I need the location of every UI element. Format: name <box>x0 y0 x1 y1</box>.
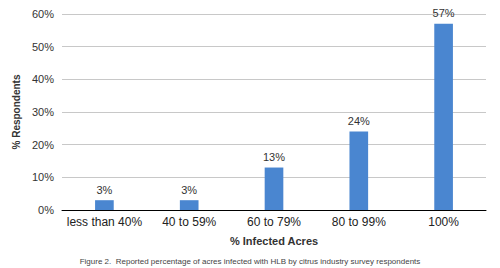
svg-text:30%: 30% <box>32 106 54 118</box>
svg-text:50%: 50% <box>32 41 54 53</box>
svg-text:less than 40%: less than 40% <box>67 215 143 229</box>
svg-text:% Respondents: % Respondents <box>11 74 22 149</box>
svg-text:57%: 57% <box>433 7 455 19</box>
svg-text:60 to 79%: 60 to 79% <box>247 215 301 229</box>
svg-text:3%: 3% <box>181 184 197 196</box>
svg-text:40%: 40% <box>32 73 54 85</box>
svg-text:100%: 100% <box>428 215 459 229</box>
svg-text:60%: 60% <box>32 8 54 20</box>
svg-text:13%: 13% <box>263 151 285 163</box>
svg-text:Figure 2. Reported percentage: Figure 2. Reported percentage of acres i… <box>80 257 421 266</box>
svg-text:80 to 99%: 80 to 99% <box>332 215 386 229</box>
svg-text:3%: 3% <box>96 184 112 196</box>
svg-text:10%: 10% <box>32 171 54 183</box>
svg-text:40 to 59%: 40 to 59% <box>162 215 216 229</box>
svg-text:% Infected Acres: % Infected Acres <box>230 235 318 247</box>
svg-text:0%: 0% <box>38 204 54 216</box>
svg-text:20%: 20% <box>32 139 54 151</box>
svg-text:24%: 24% <box>348 115 370 127</box>
